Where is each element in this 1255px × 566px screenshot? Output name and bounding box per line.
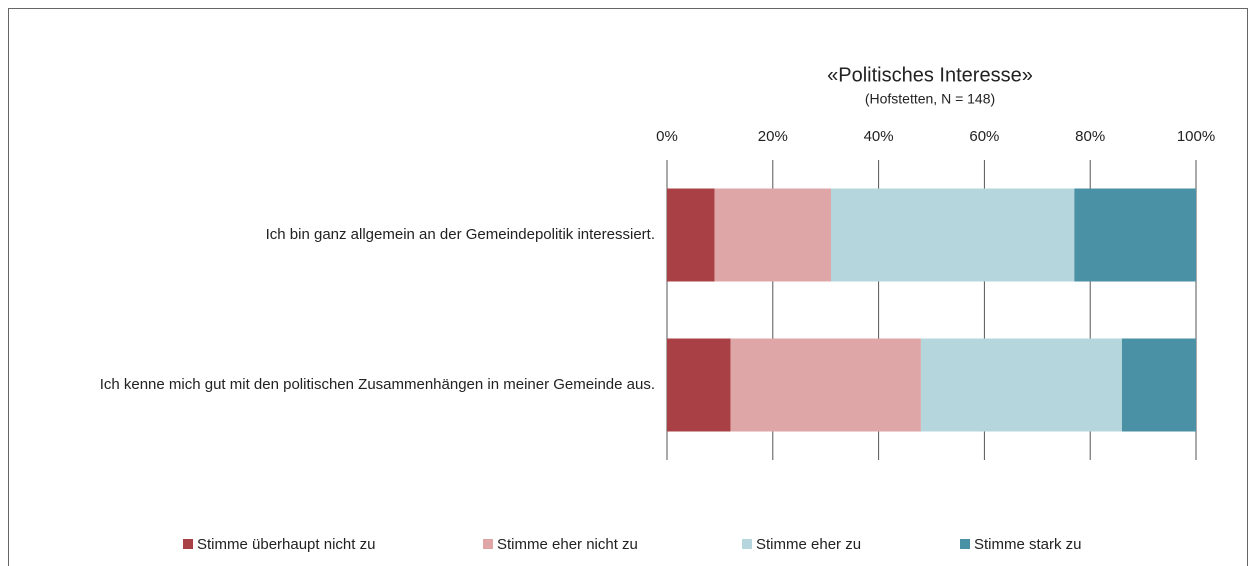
bar-segment [730,338,921,432]
x-tick-label: 60% [969,128,999,145]
bar-segment [1074,188,1196,282]
legend-swatch [742,539,752,549]
x-tick-label: 80% [1075,128,1105,145]
legend-swatch [483,539,493,549]
x-tick-label: 20% [758,128,788,145]
bar-segment [714,188,831,282]
bar-segment [920,338,1122,432]
chart-title: «Politisches Interesse» [827,64,1033,86]
chart-subtitle: (Hofstetten, N = 148) [865,91,995,107]
category-label: Ich kenne mich gut mit den politischen Z… [100,376,655,393]
legend-swatch [183,539,193,549]
frame [8,8,1248,566]
legend-label: Stimme eher zu [756,536,861,553]
legend-swatch [960,539,970,549]
bar-segment [667,338,731,432]
x-tick-label: 0% [656,128,678,145]
legend-label: Stimme eher nicht zu [497,536,638,553]
bar-segment [1121,338,1196,432]
bar-segment [830,188,1075,282]
bar-segment [667,188,715,282]
x-tick-label: 40% [864,128,894,145]
legend-label: Stimme überhaupt nicht zu [197,536,375,553]
category-label: Ich bin ganz allgemein an der Gemeindepo… [266,226,655,243]
legend-label: Stimme stark zu [974,536,1082,553]
x-tick-label: 100% [1177,128,1215,145]
